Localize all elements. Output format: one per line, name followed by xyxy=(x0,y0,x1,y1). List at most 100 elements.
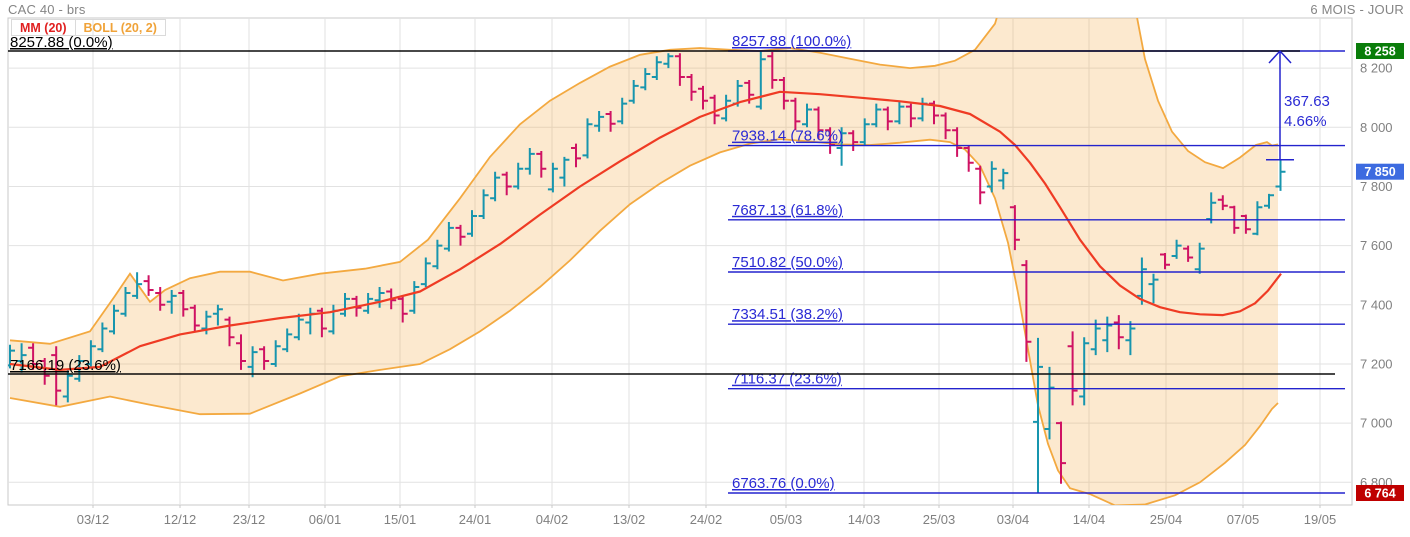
ohlc-bar xyxy=(467,210,477,237)
ohlc-bar xyxy=(490,171,501,202)
ohlc-bar xyxy=(1056,421,1066,484)
ohlc-bar xyxy=(1125,321,1136,356)
price-tick-label: 7 000 xyxy=(1360,416,1393,431)
ohlc-bar xyxy=(443,222,454,252)
ohlc-bar xyxy=(166,290,177,314)
ohlc-bar xyxy=(998,168,1009,190)
ohlc-bar xyxy=(155,287,166,311)
ohlc-bar xyxy=(986,161,997,193)
fib-level-label[interactable]: 7687.13 (61.8%) xyxy=(732,202,843,219)
ohlc-bar xyxy=(420,257,431,287)
ohlc-bar xyxy=(1102,316,1113,353)
fib-level-label[interactable]: 7938.14 (78.6%) xyxy=(732,128,843,145)
fib-level-label[interactable]: 7334.51 (38.2%) xyxy=(732,306,843,323)
ohlc-bar xyxy=(432,239,443,270)
ohlc-bar xyxy=(547,162,558,193)
ohlc-bar xyxy=(1113,315,1124,350)
ohlc-bar xyxy=(571,143,581,168)
ohlc-bar xyxy=(674,53,685,86)
ohlc-bar xyxy=(224,316,235,347)
ohlc-bar xyxy=(1148,273,1159,304)
date-tick-label: 07/05 xyxy=(1227,512,1260,527)
ohlc-bar xyxy=(132,272,143,299)
legend-item-boll[interactable]: BOLL (20, 2) xyxy=(75,19,166,36)
ohlc-bar xyxy=(1009,205,1020,251)
ohlc-bar xyxy=(755,51,766,110)
price-tick-label: 7 200 xyxy=(1360,357,1393,372)
ohlc-bar xyxy=(247,346,258,378)
ohlc-bar xyxy=(455,224,466,246)
legend-item-boll-label: BOLL (20, 2) xyxy=(83,20,157,35)
ohlc-bar xyxy=(686,74,697,101)
date-tick-label: 19/05 xyxy=(1304,512,1337,527)
ohlc-bar xyxy=(1044,366,1055,440)
plot-area xyxy=(7,17,1353,506)
ohlc-bar xyxy=(28,343,39,370)
date-tick-label: 04/02 xyxy=(536,512,569,527)
ohlc-bar xyxy=(836,127,847,166)
price-tick-label: 8 200 xyxy=(1360,61,1393,76)
fib-level-label[interactable]: 7166.19 (23.6%) xyxy=(10,357,121,374)
ohlc-bar xyxy=(1079,337,1090,406)
measure-delta-label: 367.63 xyxy=(1284,93,1330,110)
fib-level-label[interactable]: 6763.76 (0.0%) xyxy=(732,475,835,492)
ohlc-bar xyxy=(905,103,916,128)
ohlc-bar xyxy=(848,130,859,151)
fib-level-label[interactable]: 7116.37 (23.6%) xyxy=(732,371,842,388)
ohlc-bar xyxy=(767,51,778,89)
bollinger-lower-line xyxy=(9,138,1279,505)
date-tick-label: 24/02 xyxy=(690,512,723,527)
ohlc-bar xyxy=(62,369,73,403)
ohlc-bar xyxy=(259,346,270,370)
ohlc-bar xyxy=(963,145,974,172)
legend-item-mm20[interactable]: MM (20) xyxy=(11,19,76,36)
instrument-title: CAC 40 - brs xyxy=(8,2,86,17)
ohlc-bar xyxy=(1021,260,1032,362)
ohlc-bar xyxy=(1090,319,1101,356)
ohlc-bar xyxy=(975,165,986,205)
date-tick-label: 25/03 xyxy=(923,512,956,527)
period-high-badge-label: 8 258 xyxy=(1364,45,1395,59)
ohlc-bar xyxy=(802,103,812,128)
ohlc-bar xyxy=(536,151,547,178)
date-tick-label: 25/04 xyxy=(1150,512,1183,527)
mm20-line xyxy=(9,90,1282,371)
ohlc-bar xyxy=(478,189,489,219)
ohlc-bar xyxy=(698,85,708,110)
ohlc-bar xyxy=(1160,253,1170,270)
ohlc-bar xyxy=(1194,242,1205,274)
ohlc-bar xyxy=(940,112,951,140)
period-high-badge xyxy=(1356,43,1404,59)
ohlc-bar xyxy=(709,94,720,125)
fib-level-label[interactable]: 8257.88 (0.0%) xyxy=(10,34,113,51)
ohlc-bar xyxy=(605,111,616,132)
date-tick-label: 24/01 xyxy=(459,512,492,527)
ohlc-bar xyxy=(397,295,408,323)
ohlc-bar xyxy=(1275,159,1286,191)
ohlc-bar xyxy=(1171,239,1182,259)
ohlc-bar xyxy=(109,304,119,335)
price-tick-label: 7 800 xyxy=(1360,179,1393,194)
ohlc-bar xyxy=(882,106,893,131)
ohlc-bar xyxy=(143,275,154,296)
ohlc-bar xyxy=(524,148,535,175)
ohlc-bar xyxy=(1183,245,1194,262)
ohlc-bar xyxy=(559,156,570,187)
last-price-badge xyxy=(1356,163,1404,180)
ohlc-bar xyxy=(1206,192,1217,224)
price-tick-label: 7 600 xyxy=(1360,238,1393,253)
price-tick-label: 8 000 xyxy=(1360,120,1393,135)
ohlc-bar xyxy=(340,293,350,317)
fib-level-label[interactable]: 7510.82 (50.0%) xyxy=(732,254,843,271)
date-tick-label: 23/12 xyxy=(233,512,266,527)
fib-retracement-blue: 8257.88 (100.0%) 7938.14 (78.6%) 7687.13 (… xyxy=(728,33,1345,494)
ohlc-bar xyxy=(293,313,304,341)
ohlc-bar xyxy=(790,97,801,131)
date-tick-label: 03/12 xyxy=(77,512,110,527)
candlestick-series xyxy=(8,51,1286,493)
fib-level-label[interactable]: 8257.88 (100.0%) xyxy=(732,33,851,50)
measure-arrow[interactable] xyxy=(1266,50,1294,161)
legend-item-mm20-label: MM (20) xyxy=(20,20,67,35)
